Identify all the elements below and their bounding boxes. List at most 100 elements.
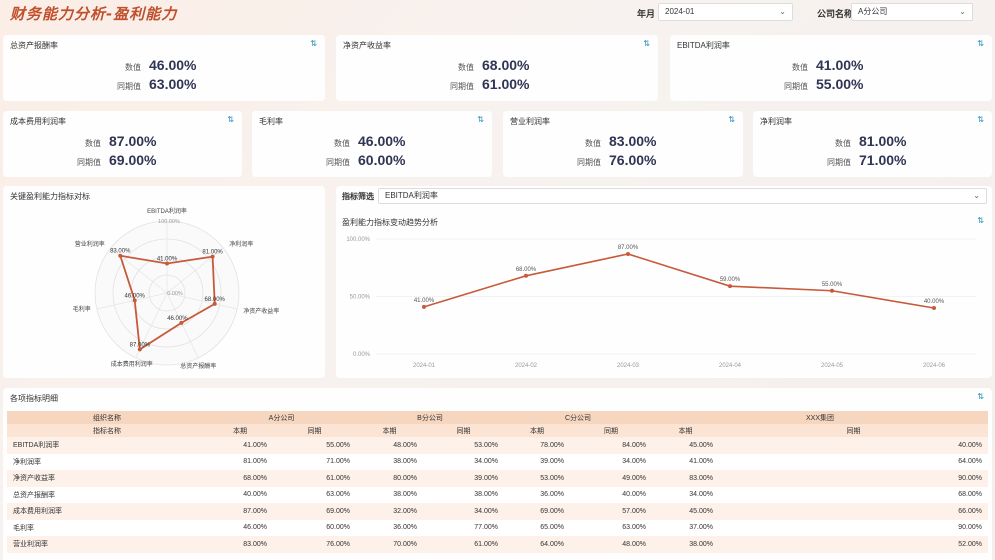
trend-x-tick-label: 2024-01 <box>413 363 436 369</box>
trend-indicator-select[interactable]: EBITDA利润率 ⌄ <box>378 188 987 204</box>
radar-indicator-label: 营业利润率 <box>75 240 105 248</box>
kpi-card-cost-profit: 成本费用利润率 ⇅ 数值 87.00% 同期值 69.00% <box>3 111 242 177</box>
kpi-value: 46.00% <box>149 57 197 73</box>
group-header: A分公司 <box>207 411 356 424</box>
radar-point <box>165 261 169 266</box>
table-cell: 87.00% <box>207 503 273 520</box>
trend-x-tick-label: 2024-06 <box>923 363 946 369</box>
table-cell: 46.00% <box>207 519 273 536</box>
kpi-value: 46.00% <box>358 133 406 149</box>
corner-org-header: 组织名称 <box>7 411 207 424</box>
table-cell: 57.00% <box>570 503 652 520</box>
detail-table: 组织名称 A分公司 B分公司 C分公司 XXX集团 指标名称 本期 同期 本期 … <box>7 411 988 553</box>
table-cell: 65.00% <box>504 519 570 536</box>
table-cell: 52.00% <box>719 536 988 553</box>
kpi-value-label: 数值 <box>585 139 601 148</box>
chevron-down-icon: ⌄ <box>959 7 966 16</box>
table-cell: 53.00% <box>504 470 570 487</box>
trend-card: 指标筛选 EBITDA利润率 ⌄ 盈利能力指标变动趋势分析 ⇅ 0.00% 50.… <box>336 186 992 378</box>
table-cell: 83.00% <box>207 536 273 553</box>
kpi-title: 营业利润率 <box>510 117 550 126</box>
table-cell: 76.00% <box>273 536 356 553</box>
kpi-yoy-value: 76.00% <box>609 152 657 168</box>
trend-line-chart: 0.00% 50.00% 100.00% 41.00% 2024-01 68.00% 202… <box>346 237 976 369</box>
export-icon[interactable]: ⇅ <box>477 115 484 124</box>
export-icon[interactable]: ⇅ <box>977 392 984 401</box>
export-icon[interactable]: ⇅ <box>310 39 317 48</box>
table-cell: 63.00% <box>273 486 356 503</box>
table-cell: 60.00% <box>273 519 356 536</box>
trend-point <box>932 306 936 310</box>
radar-axis <box>135 292 168 359</box>
row-indicator-name: 总资产报酬率 <box>7 486 207 503</box>
radar-chart: 41.00% 81.00% 68.00% 46.00% 87.00% 46.00% 83.0… <box>73 207 279 370</box>
table-cell: 39.00% <box>504 453 570 470</box>
trend-value-label: 87.00% <box>618 245 639 251</box>
radar-axis <box>166 292 199 359</box>
month-select[interactable]: 2024-01 ⌄ <box>658 3 793 21</box>
table-cell: 40.00% <box>570 486 652 503</box>
export-icon[interactable]: ⇅ <box>977 39 984 48</box>
company-select[interactable]: A分公司 ⌄ <box>851 3 973 21</box>
kpi-yoy-label: 同期值 <box>326 158 350 167</box>
trend-point <box>422 304 426 309</box>
radar-indicator-label: 毛利率 <box>73 305 91 313</box>
table-cell: 36.00% <box>356 519 423 536</box>
table-cell: 34.00% <box>423 503 504 520</box>
table-cell: 78.00% <box>504 437 570 454</box>
export-icon[interactable]: ⇅ <box>728 115 735 124</box>
kpi-yoy-value: 60.00% <box>358 152 406 168</box>
kpi-yoy-value: 71.00% <box>859 152 907 168</box>
trend-point <box>626 251 630 256</box>
trend-filter-label: 指标筛选 <box>342 192 374 201</box>
table-cell: 48.00% <box>570 536 652 553</box>
chevron-down-icon: ⌄ <box>779 7 786 16</box>
kpi-title: 净资产收益率 <box>343 41 391 50</box>
table-cell: 61.00% <box>273 470 356 487</box>
radar-point <box>137 347 142 352</box>
kpi-yoy-label: 同期值 <box>77 158 101 167</box>
trend-x-tick-label: 2024-02 <box>515 363 538 369</box>
sub-header-current: 本期 <box>356 424 423 437</box>
table-cell: 41.00% <box>652 453 719 470</box>
kpi-yoy-label: 同期值 <box>450 82 474 91</box>
radar-indicator-label: 总资产报酬率 <box>180 362 216 370</box>
kpi-yoy-value: 63.00% <box>149 76 197 92</box>
kpi-card-net-margin: 净利润率 ⇅ 数值 81.00% 同期值 71.00% <box>753 111 992 177</box>
table-cell: 66.00% <box>719 503 988 520</box>
table-cell: 77.00% <box>423 519 504 536</box>
table-cell: 64.00% <box>504 536 570 553</box>
sub-header-previous: 同期 <box>423 424 504 437</box>
export-icon[interactable]: ⇅ <box>977 216 984 225</box>
table-cell: 83.00% <box>652 470 719 487</box>
radar-point <box>212 301 217 306</box>
row-indicator-name: 净资产收益率 <box>7 470 207 487</box>
table-row: 营业利润率 83.00% 76.00% 70.00% 61.00% 64.00% 48.00… <box>7 536 988 553</box>
kpi-value: 83.00% <box>609 133 657 149</box>
export-icon[interactable]: ⇅ <box>977 115 984 124</box>
page-title: 财务能力分析-盈利能力 <box>10 5 178 23</box>
radar-indicator-label: 净利润率 <box>229 240 253 248</box>
table-cell: 69.00% <box>273 503 356 520</box>
kpi-title: 成本费用利润率 <box>10 117 66 126</box>
radar-value-label: 68.00% <box>205 297 226 303</box>
radar-value-label: 46.00% <box>167 316 188 322</box>
table-cell: 63.00% <box>570 519 652 536</box>
trend-y-tick-label: 50.00% <box>350 295 371 301</box>
export-icon[interactable]: ⇅ <box>227 115 234 124</box>
row-indicator-name: 净利润率 <box>7 453 207 470</box>
table-cell: 53.00% <box>423 437 504 454</box>
radar-indicator-label: 成本费用利润率 <box>111 360 153 368</box>
radar-value-label: 87.00% <box>130 342 151 348</box>
radar-indicator-label: EBITDA利润率 <box>147 207 187 215</box>
trend-value-label: 59.00% <box>720 277 741 283</box>
group-header: XXX集团 <box>652 411 988 424</box>
kpi-card-ebitda: EBITDA利润率 ⇅ 数值 41.00% 同期值 55.00% <box>670 35 992 101</box>
kpi-value-label: 数值 <box>334 139 350 148</box>
table-row: 净利润率 81.00% 71.00% 38.00% 34.00% 39.00% 34.00%… <box>7 453 988 470</box>
trend-point <box>524 273 528 278</box>
detail-card: 各项指标明细 ⇅ 组织名称 A分公司 B分公司 C分公司 XXX集团 指标 <box>3 388 992 560</box>
sub-header-current: 本期 <box>652 424 719 437</box>
month-filter-label: 年月 <box>637 9 656 19</box>
export-icon[interactable]: ⇅ <box>643 39 650 48</box>
